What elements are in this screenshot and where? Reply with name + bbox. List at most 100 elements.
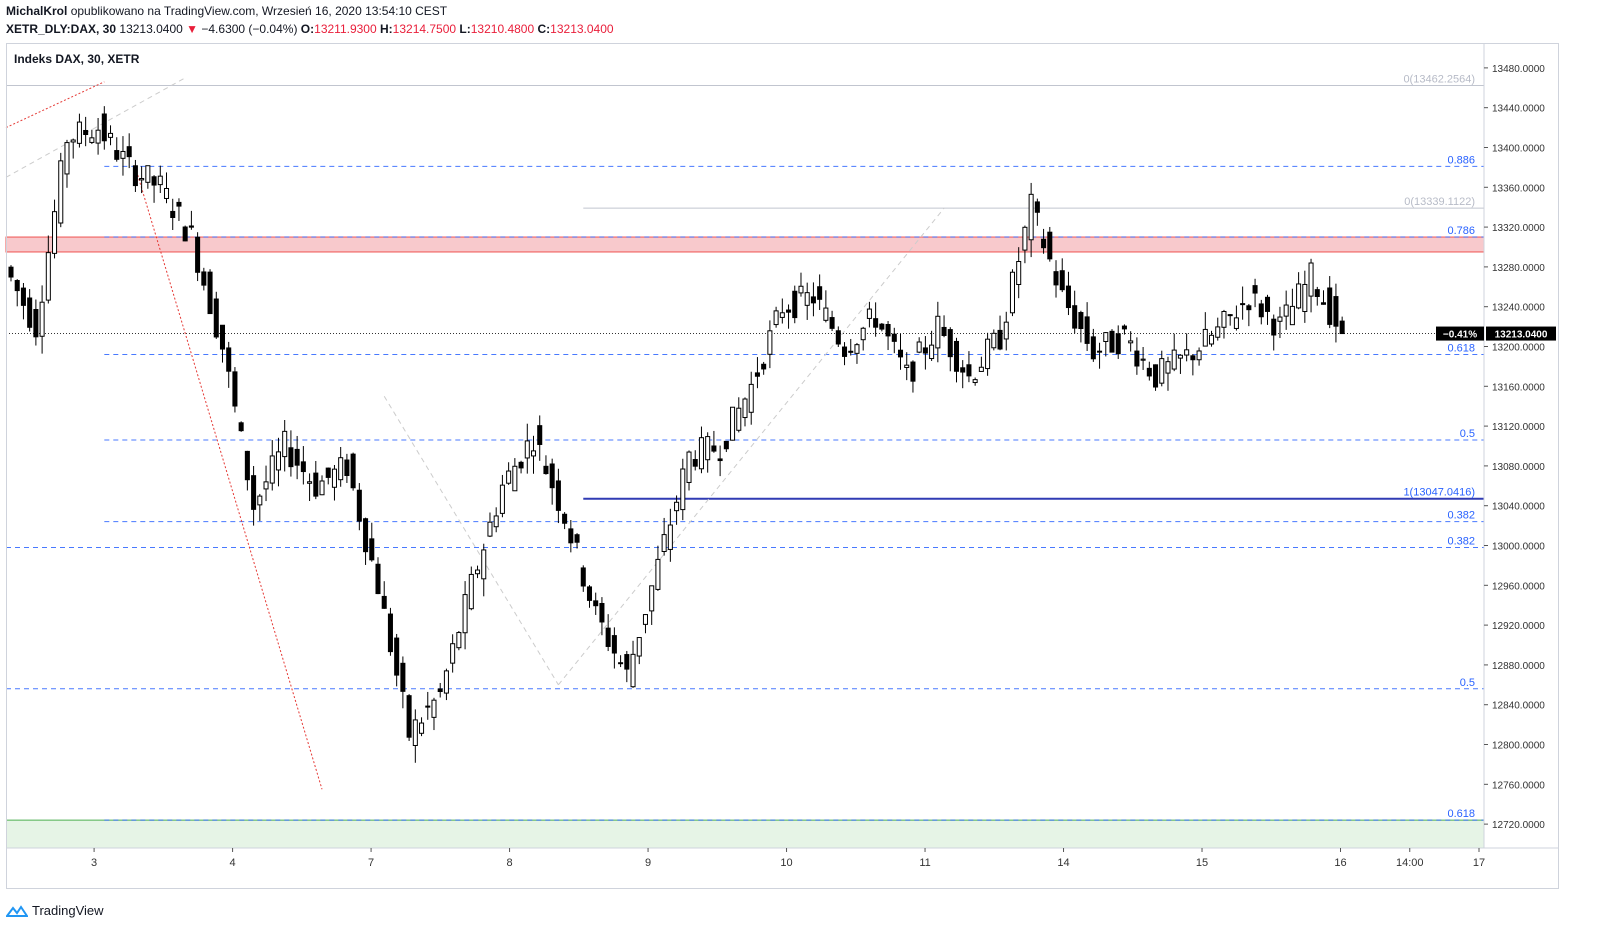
candle-body <box>991 332 997 349</box>
candle-body <box>593 600 599 607</box>
candle-body <box>1209 334 1215 345</box>
candle-body <box>387 613 393 653</box>
time-tick-label: 15 <box>1196 857 1208 869</box>
candle-body <box>300 461 306 473</box>
candle-body <box>1109 330 1115 353</box>
trend-connector <box>383 395 559 686</box>
price-tick-label: 13440.0000 <box>1492 104 1545 115</box>
candle-body <box>1314 289 1320 297</box>
candle-body <box>151 176 157 186</box>
candle-body <box>1264 296 1271 312</box>
close-value: 13213.0400 <box>550 22 614 36</box>
candle-body <box>487 521 493 537</box>
price-tick-label: 12840.0000 <box>1492 701 1545 712</box>
candle-body <box>966 364 972 377</box>
candle-body <box>1059 270 1065 291</box>
candle-body <box>1041 238 1047 249</box>
candle-body <box>89 137 95 143</box>
candle-body <box>698 437 704 470</box>
price-tick-label: 13320.0000 <box>1492 223 1545 234</box>
price-tick-label: 13480.0000 <box>1492 64 1545 75</box>
candle-body <box>1277 316 1283 322</box>
candle-body <box>219 324 226 350</box>
candle-body <box>207 271 213 315</box>
candle-body <box>742 398 748 419</box>
price-tick-label: 12720.0000 <box>1492 820 1545 831</box>
price-tick-label: 13080.0000 <box>1492 462 1545 473</box>
candle-body <box>257 495 263 506</box>
time-tick-label: 14:00 <box>1396 857 1424 869</box>
candle-body <box>1296 283 1302 309</box>
fib-level-label: 0.618 <box>1447 808 1475 820</box>
candle-body <box>786 309 792 313</box>
time-tick-label: 17 <box>1473 857 1485 869</box>
candle-body <box>636 637 642 657</box>
candle-body <box>475 569 481 575</box>
candle-body <box>1146 367 1152 377</box>
candle-body <box>132 165 138 187</box>
price-tick-label: 13040.0000 <box>1492 502 1545 513</box>
candle-body <box>83 129 89 135</box>
down-arrow-icon: ▼ <box>186 22 199 36</box>
candle-body <box>661 534 667 552</box>
candle-body <box>1090 336 1096 360</box>
candle-body <box>182 226 188 242</box>
candle-body <box>624 654 630 670</box>
candle-body <box>1034 201 1040 213</box>
candle-body <box>70 139 76 143</box>
candle-body <box>1153 364 1159 388</box>
candle-body <box>730 406 736 441</box>
candle-body <box>1103 332 1109 343</box>
candle-body <box>674 501 680 512</box>
candle-body <box>866 308 872 319</box>
candle-body <box>1320 302 1327 305</box>
fib-level-label: 1(13047.0416) <box>1403 487 1475 499</box>
candle-body <box>1053 271 1059 286</box>
price-tick-label: 13000.0000 <box>1492 542 1545 553</box>
candle-body <box>425 705 431 708</box>
candle-body <box>1121 325 1127 330</box>
low-label: L: <box>459 22 471 36</box>
candle-body <box>835 330 841 345</box>
price-tick-label: 12880.0000 <box>1492 661 1545 672</box>
candle-body <box>611 635 617 654</box>
tradingview-brand[interactable]: TradingView <box>32 903 104 918</box>
candle-body <box>338 457 344 481</box>
trend-line-red <box>5 81 105 129</box>
candle-body <box>331 468 337 488</box>
candle-body <box>985 338 991 370</box>
candle-body <box>1084 316 1090 344</box>
candle-body <box>58 160 64 224</box>
candle-body <box>891 333 897 342</box>
candle-body <box>1177 354 1183 359</box>
author-name[interactable]: MichalKrol <box>6 4 68 18</box>
price-tick-label: 12800.0000 <box>1492 741 1545 752</box>
candle-body <box>1022 226 1028 251</box>
support-zone <box>6 820 1484 848</box>
candle-body <box>64 142 70 175</box>
candle-body <box>394 637 400 676</box>
candle-body <box>792 290 798 319</box>
ohlc-line: XETR_DLY:DAX, 30 13213.0400 ▼ −4.6300 (−… <box>6 20 614 38</box>
candle-body <box>723 440 729 450</box>
candle-body <box>543 465 549 475</box>
candle-body <box>574 534 580 543</box>
candle-body <box>195 236 201 273</box>
candle-body <box>922 347 928 354</box>
candle-body <box>860 327 866 341</box>
time-tick-label: 16 <box>1334 857 1346 869</box>
candle-body <box>76 121 82 144</box>
candle-body <box>325 467 331 478</box>
candle-body <box>39 301 45 337</box>
price-tick-label: 12960.0000 <box>1492 581 1545 592</box>
candle-body <box>1078 312 1084 329</box>
candle-body <box>916 341 922 353</box>
time-tick-label: 11 <box>919 857 930 869</box>
candle-body <box>238 422 244 432</box>
candle-body <box>798 285 804 294</box>
candle-body <box>294 448 300 466</box>
candle-body <box>953 340 960 372</box>
candle-body <box>941 326 947 336</box>
price-tick-label: 13120.0000 <box>1492 422 1545 433</box>
